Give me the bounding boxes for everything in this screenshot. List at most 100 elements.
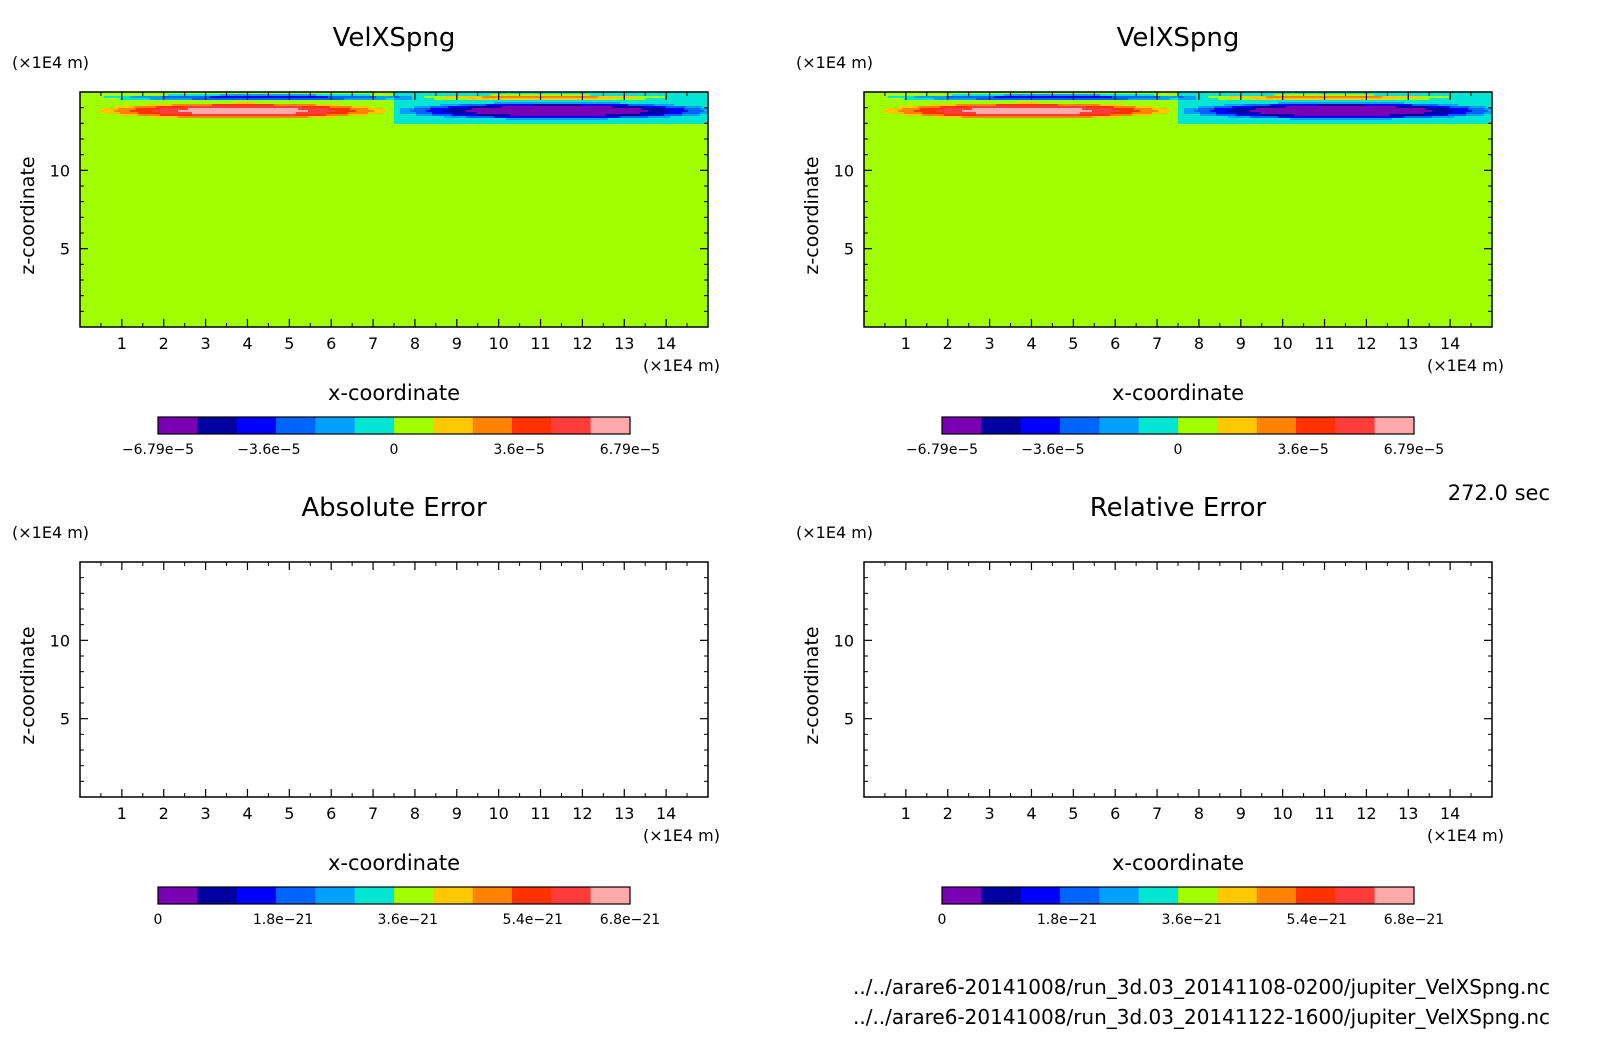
colorbar-tick-label: 3.6e−5	[493, 442, 545, 458]
x-tick-label: 10	[1272, 334, 1292, 353]
x-tick-label: 2	[943, 334, 953, 353]
x-tick-label: 2	[943, 804, 953, 823]
x-tick-label: 10	[488, 334, 508, 353]
x-tick-label: 4	[1026, 334, 1036, 353]
colorbar-swatch	[315, 417, 356, 434]
x-tick-label: 5	[284, 804, 294, 823]
chart-title: Relative Error	[1090, 493, 1267, 523]
y-tick-label: 10	[50, 631, 70, 650]
x-tick-label: 9	[452, 334, 462, 353]
chart-panel-3: Absolute Error(×1E4 m)1 2 3 4 5 6 7 8 9 10 11 12 13 1…	[12, 493, 720, 928]
colorbar: −6.79e−5 −3.6e−5 0 3.6e−5 6.79e−5	[906, 416, 1444, 458]
colorbar-tick-label: 6.79e−5	[600, 442, 660, 458]
colorbar-swatch	[236, 887, 277, 904]
contour-field	[864, 92, 1492, 327]
x-tick-label: 14	[656, 334, 676, 353]
x-tick-label: 13	[1398, 804, 1418, 823]
colorbar-frame	[941, 886, 1415, 905]
colorbar-swatch	[1335, 887, 1376, 904]
x-tick-label: 8	[1194, 334, 1204, 353]
chart-panel-4: Relative Error(×1E4 m)1 2 3 4 5 6 7 8 9 10 11 12 13 1…	[796, 493, 1504, 928]
colorbar-swatch	[1178, 417, 1218, 434]
colorbar: −6.79e−5 −3.6e−5 0 3.6e−5 6.79e−5	[122, 416, 660, 458]
x-tick-label: 7	[368, 334, 378, 353]
colorbar-swatch	[1296, 887, 1336, 904]
y-axis-label: z-coordinate	[17, 156, 39, 274]
x-tick-label: 11	[530, 804, 550, 823]
colorbar-swatch	[551, 417, 592, 434]
colorbar-swatch	[158, 417, 198, 434]
colorbar-swatch	[354, 417, 395, 434]
x-tick-label: 9	[1236, 334, 1246, 353]
y-tick-label: 10	[834, 631, 854, 650]
y-unit-label: (×1E4 m)	[796, 523, 873, 542]
x-tick-label: 12	[1356, 334, 1376, 353]
plot-field	[864, 92, 1492, 327]
x-tick-label: 14	[1440, 804, 1460, 823]
x-tick-label: 1	[117, 804, 127, 823]
y-tick-label: 10	[834, 161, 854, 180]
x-tick-label: 13	[1398, 334, 1418, 353]
colorbar-swatch	[1060, 417, 1100, 434]
colorbar-swatch	[1256, 887, 1297, 904]
x-axis-label: x-coordinate	[1112, 381, 1244, 405]
y-tick-label: 5	[844, 710, 854, 729]
x-tick-label: 1	[901, 804, 911, 823]
colorbar-tick-label: −6.79e−5	[906, 442, 978, 458]
x-tick-label: 12	[572, 804, 592, 823]
colorbar-swatch	[551, 887, 592, 904]
x-tick-label: 8	[1194, 804, 1204, 823]
x-tick-label: 2	[159, 804, 169, 823]
y-axis-label: z-coordinate	[801, 156, 823, 274]
colorbar-swatch	[590, 417, 631, 434]
chart-title: VelXSpng	[333, 23, 456, 53]
colorbar-swatch	[472, 887, 513, 904]
x-unit-label: (×1E4 m)	[643, 356, 720, 375]
y-axis-label: z-coordinate	[801, 626, 823, 744]
x-tick-label: 4	[242, 804, 252, 823]
colorbar-swatch	[512, 887, 552, 904]
colorbar-tick-label: 6.8e−21	[1384, 912, 1444, 928]
colorbar-swatch	[276, 887, 316, 904]
x-tick-label: 11	[530, 334, 550, 353]
y-unit-label: (×1E4 m)	[12, 53, 89, 72]
time-label: 272.0 sec	[1448, 481, 1550, 505]
y-unit-label: (×1E4 m)	[796, 53, 873, 72]
x-tick-label: 7	[368, 804, 378, 823]
x-tick-label: 3	[201, 334, 211, 353]
colorbar-tick-label: 6.79e−5	[1384, 442, 1444, 458]
colorbar-swatch	[1374, 417, 1415, 434]
colorbar-tick-label: −3.6e−5	[1021, 442, 1084, 458]
x-unit-label: (×1E4 m)	[1427, 356, 1504, 375]
x-tick-label: 3	[201, 804, 211, 823]
colorbar-swatch	[354, 887, 395, 904]
x-tick-label: 14	[1440, 334, 1460, 353]
colorbar-swatch	[1099, 887, 1140, 904]
empty-field	[864, 562, 1492, 797]
colorbar-tick-label: 6.8e−21	[600, 912, 660, 928]
colorbar-swatch	[394, 417, 434, 434]
colorbar-swatch	[1178, 887, 1218, 904]
x-tick-label: 5	[1068, 804, 1078, 823]
colorbar-swatch	[590, 887, 631, 904]
x-axis-label: x-coordinate	[328, 381, 460, 405]
colorbar-frame	[157, 886, 631, 905]
contour-field	[80, 92, 708, 327]
colorbar-swatch	[981, 887, 1022, 904]
x-tick-label: 6	[326, 804, 336, 823]
x-tick-label: 5	[284, 334, 294, 353]
x-tick-label: 12	[1356, 804, 1376, 823]
x-tick-label: 6	[1110, 804, 1120, 823]
x-tick-label: 1	[901, 334, 911, 353]
x-tick-label: 3	[985, 804, 995, 823]
x-axis-label: x-coordinate	[328, 851, 460, 875]
y-tick-label: 10	[50, 161, 70, 180]
x-tick-label: 14	[656, 804, 676, 823]
x-tick-label: 4	[1026, 804, 1036, 823]
x-tick-label: 6	[1110, 334, 1120, 353]
y-tick-label: 5	[844, 240, 854, 259]
x-tick-label: 6	[326, 334, 336, 353]
x-axis-label: x-coordinate	[1112, 851, 1244, 875]
x-tick-label: 7	[1152, 334, 1162, 353]
